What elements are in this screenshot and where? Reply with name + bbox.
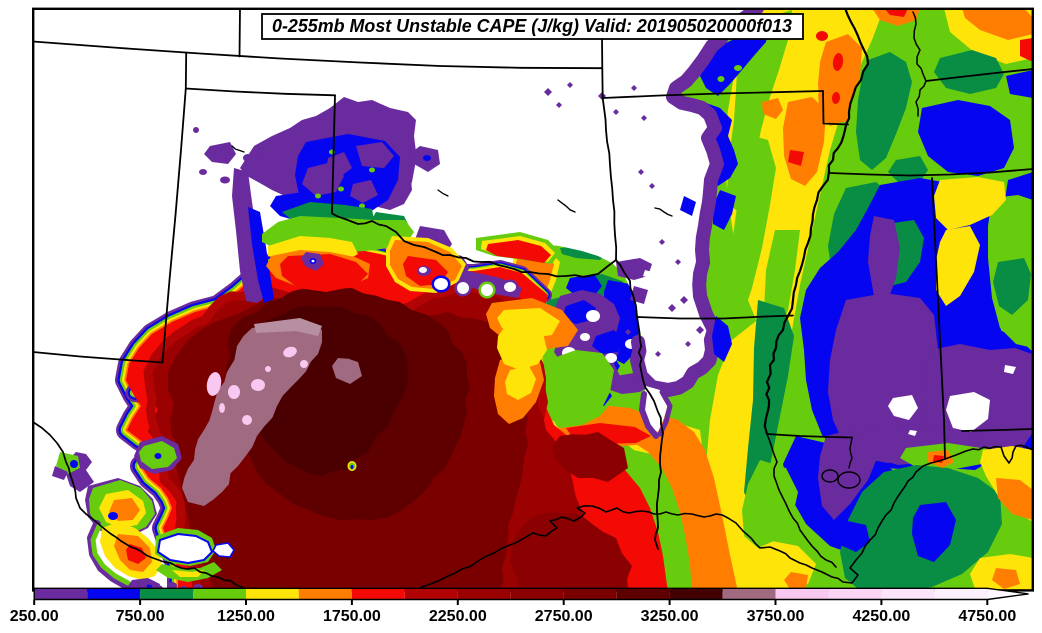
svg-text:750.00: 750.00	[116, 608, 165, 625]
svg-text:2750.00: 2750.00	[535, 608, 593, 625]
svg-text:4250.00: 4250.00	[852, 608, 910, 625]
svg-text:1250.00: 1250.00	[217, 608, 275, 625]
svg-text:4750.00: 4750.00	[958, 608, 1016, 625]
svg-text:1750.00: 1750.00	[323, 608, 381, 625]
svg-text:3250.00: 3250.00	[641, 608, 699, 625]
svg-text:250.00: 250.00	[10, 608, 59, 625]
svg-text:3750.00: 3750.00	[747, 608, 805, 625]
svg-text:2250.00: 2250.00	[429, 608, 487, 625]
svg-text:0-255mb Most Unstable CAPE (J/: 0-255mb Most Unstable CAPE (J/kg) Valid:…	[272, 15, 793, 36]
